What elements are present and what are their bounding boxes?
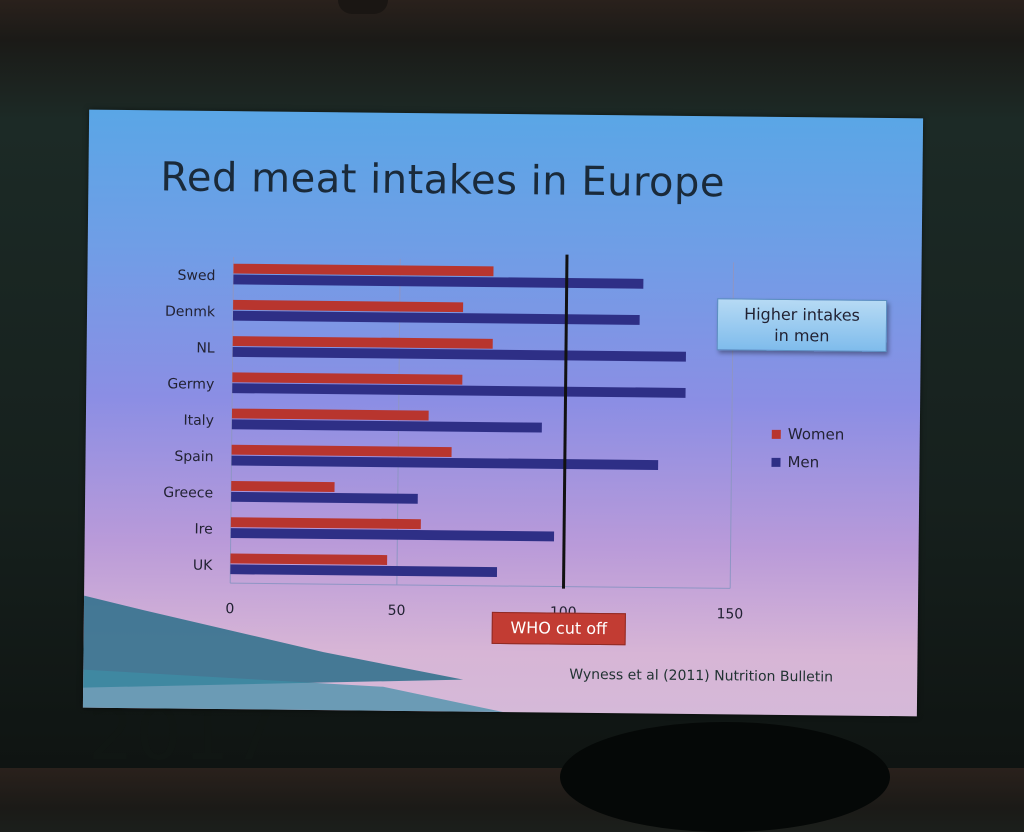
x-axis-line: [230, 582, 731, 589]
category-label-greece: Greece: [163, 485, 213, 502]
audience-head-silhouette: [560, 722, 890, 832]
category-label-swed: Swed: [177, 268, 215, 284]
bar-italy-women: [231, 408, 429, 421]
category-label-germy: Germy: [167, 376, 214, 392]
category-label-italy: Italy: [183, 413, 214, 429]
bar-greece-women: [231, 481, 335, 492]
category-label-spain: Spain: [174, 449, 213, 465]
ceiling-fixture: [338, 0, 388, 14]
legend-swatch-women: [771, 429, 781, 439]
bar-denmk-men: [232, 310, 640, 325]
x-tick-label-150: 150: [716, 606, 743, 622]
bar-nl-women: [232, 336, 493, 349]
bar-spain-men: [231, 455, 659, 470]
bar-uk-women: [230, 553, 388, 565]
citation-text: Wyness et al (2011) Nutrition Bulletin: [569, 666, 834, 686]
chart-legend: Women Men: [771, 425, 844, 482]
bar-ire-women: [230, 517, 421, 530]
bar-germy-women: [232, 372, 463, 385]
category-label-uk: UK: [193, 558, 213, 574]
bar-swed-men: [233, 274, 644, 289]
bar-nl-men: [232, 346, 686, 362]
bar-denmk-women: [233, 299, 464, 313]
bar-ire-men: [230, 528, 555, 542]
category-label-ire: Ire: [194, 521, 212, 537]
slide-decoration-swoosh: [82, 595, 503, 713]
legend-label-women: Women: [787, 424, 845, 444]
who-cutoff-line: [561, 254, 569, 589]
presentation-slide: Red meat intakes in Europe Swed Denmk NL Ge…: [82, 109, 924, 717]
callout-box: Higher intakes in men: [716, 298, 888, 353]
x-tick-label-0: 0: [225, 601, 234, 617]
red-meat-bar-chart: Swed Denmk NL Germy Italy Spain Greece Ire UK 0 50…: [163, 254, 743, 623]
legend-label-men: Men: [787, 452, 820, 472]
bar-spain-women: [231, 444, 452, 457]
category-label-nl: NL: [196, 340, 215, 356]
bar-italy-men: [231, 419, 542, 433]
legend-item-men: Men: [771, 453, 844, 472]
reference-line-label: WHO cut off: [491, 611, 626, 646]
legend-swatch-men: [771, 457, 781, 467]
category-label-denmk: Denmk: [165, 304, 216, 321]
bar-swed-women: [233, 263, 494, 277]
bar-uk-men: [230, 564, 498, 577]
bar-germy-men: [232, 383, 686, 398]
legend-item-women: Women: [771, 424, 845, 444]
x-tick-label-50: 50: [388, 603, 406, 619]
bar-greece-men: [231, 491, 418, 504]
